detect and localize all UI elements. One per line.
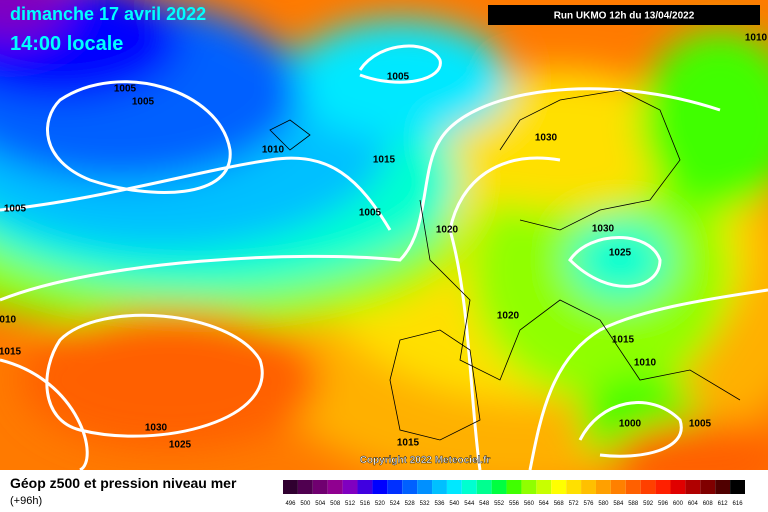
scale-label: 504 bbox=[315, 501, 326, 507]
scale-swatch bbox=[685, 480, 701, 494]
scale-swatch bbox=[670, 480, 686, 494]
isobar-label: 1010 bbox=[634, 358, 657, 369]
scale-swatch bbox=[312, 480, 328, 494]
scale-label: 552 bbox=[494, 501, 505, 507]
scale-label: 548 bbox=[479, 501, 490, 507]
scale-label: 564 bbox=[539, 501, 550, 507]
isobar-label: 1005 bbox=[114, 84, 137, 95]
copyright: Copyright 2022 Meteociel.fr bbox=[360, 455, 491, 466]
isobar-label: 1005 bbox=[359, 208, 382, 219]
isobar-label: 1010 bbox=[0, 315, 17, 326]
scale-swatch bbox=[715, 480, 731, 494]
scale-label: 612 bbox=[718, 501, 729, 507]
scale-label: 604 bbox=[688, 501, 699, 507]
isobar-labels: 1005 1005 1005 1010 1015 1030 1005 1005 1020 1030… bbox=[0, 33, 768, 451]
scale-swatch bbox=[581, 480, 596, 494]
isobar-label: 1020 bbox=[497, 311, 520, 322]
scale-swatch bbox=[700, 480, 716, 494]
isobar-label: 1015 bbox=[397, 438, 420, 449]
scale-swatch bbox=[566, 480, 582, 494]
scale-swatch bbox=[432, 480, 447, 494]
scale-swatch bbox=[327, 480, 343, 494]
scale-swatch bbox=[536, 480, 552, 494]
scale-label: 500 bbox=[300, 501, 311, 507]
subtitle: 14:00 locale bbox=[10, 33, 123, 55]
scale-label: 512 bbox=[345, 501, 356, 507]
scale-label: 572 bbox=[569, 501, 580, 507]
isobar-label: 1015 bbox=[373, 155, 396, 166]
scale-label: 568 bbox=[554, 501, 565, 507]
scale-label: 556 bbox=[509, 501, 520, 507]
scale-label: 496 bbox=[285, 501, 296, 507]
scale-label: 608 bbox=[703, 501, 714, 507]
scale-label: 536 bbox=[434, 501, 445, 507]
scale-label: 528 bbox=[405, 501, 416, 507]
run-box bbox=[488, 5, 760, 25]
scale-swatch bbox=[730, 480, 745, 494]
isobar-label: 1010 bbox=[745, 33, 768, 44]
legend-title: Géop z500 et pression niveau mer bbox=[10, 475, 237, 491]
isobar-label: 1030 bbox=[535, 133, 558, 144]
isobar-label: 1030 bbox=[145, 423, 168, 434]
run-label: Run UKMO 12h du 13/04/2022 bbox=[554, 11, 695, 22]
scale-swatch bbox=[521, 480, 537, 494]
scale-label: 544 bbox=[464, 501, 475, 507]
scale-swatch bbox=[417, 480, 433, 494]
isobar-label: 1000 bbox=[619, 419, 642, 430]
scale-label: 580 bbox=[598, 501, 609, 507]
scale-label: 592 bbox=[643, 501, 654, 507]
scale-swatch bbox=[551, 480, 567, 494]
scale-swatch bbox=[342, 480, 358, 494]
scale-swatch bbox=[595, 480, 611, 494]
isobar-label: 1010 bbox=[262, 145, 285, 156]
scale-label: 524 bbox=[390, 501, 401, 507]
scale-swatch bbox=[387, 480, 403, 494]
scale-swatch bbox=[625, 480, 641, 494]
scale-label: 560 bbox=[524, 501, 535, 507]
field bbox=[0, 0, 768, 500]
scale-label: 616 bbox=[733, 501, 744, 507]
scale-swatch bbox=[357, 480, 373, 494]
color-scale: 496 500 504 508 512 516 520 524 528 532 536 540 544 5… bbox=[283, 480, 745, 507]
scale-swatch bbox=[655, 480, 671, 494]
isobar-label: 1030 bbox=[592, 224, 615, 235]
scale-label: 588 bbox=[628, 501, 639, 507]
legend-subtitle: (+96h) bbox=[10, 495, 42, 507]
scale-swatch bbox=[446, 480, 462, 494]
scale-swatch bbox=[640, 480, 656, 494]
title: dimanche 17 avril 2022 bbox=[10, 4, 206, 24]
isobar-label: 1025 bbox=[609, 248, 632, 259]
scale-swatch bbox=[610, 480, 626, 494]
isobar-label: 1020 bbox=[436, 225, 459, 236]
isobar-label: 1015 bbox=[0, 347, 22, 358]
scale-label: 584 bbox=[613, 501, 624, 507]
scale-swatch bbox=[372, 480, 388, 494]
scale-label: 600 bbox=[673, 501, 684, 507]
scale-swatch bbox=[461, 480, 477, 494]
scale-label: 532 bbox=[420, 501, 431, 507]
isobar-label: 1025 bbox=[169, 440, 192, 451]
scale-swatch bbox=[506, 480, 522, 494]
scale-swatch bbox=[283, 480, 298, 494]
scale-label: 516 bbox=[360, 501, 371, 507]
scale-swatch bbox=[297, 480, 313, 494]
isobar-label: 1015 bbox=[612, 335, 635, 346]
scale-swatch bbox=[402, 480, 418, 494]
scale-label: 508 bbox=[330, 501, 341, 507]
scale-swatch bbox=[476, 480, 492, 494]
scale-label: 596 bbox=[658, 501, 669, 507]
isobar-label: 1005 bbox=[4, 204, 27, 215]
isobar-label: 1005 bbox=[387, 72, 410, 83]
isobar-label: 1005 bbox=[132, 97, 155, 108]
scale-label: 576 bbox=[584, 501, 595, 507]
scale-label: 520 bbox=[375, 501, 386, 507]
scale-label: 540 bbox=[449, 501, 460, 507]
scale-swatch bbox=[491, 480, 507, 494]
isobar-label: 1005 bbox=[689, 419, 712, 430]
